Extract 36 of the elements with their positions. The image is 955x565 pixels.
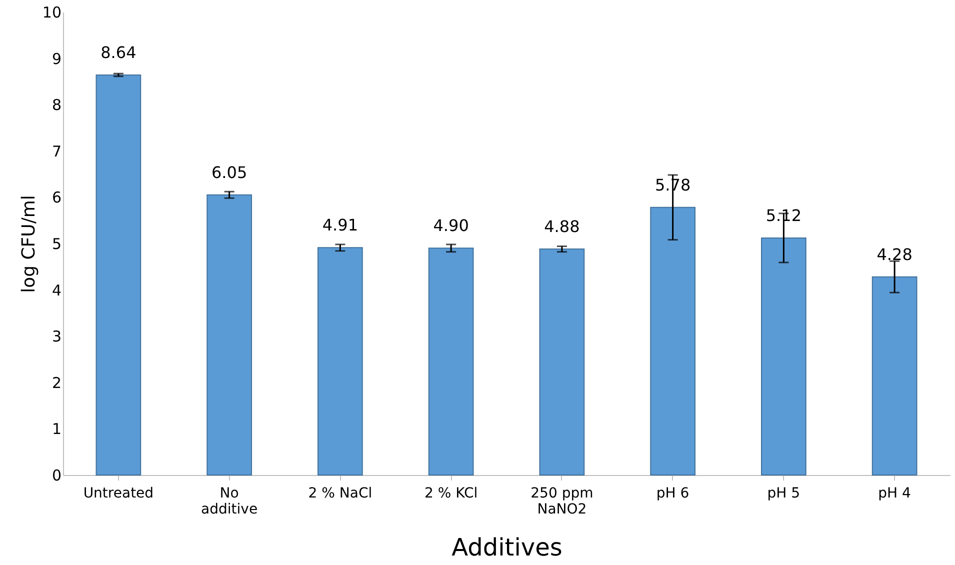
y-tick-label: 2	[52, 374, 62, 392]
y-tick-label: 10	[42, 4, 62, 22]
y-tick-label: 8	[52, 96, 62, 114]
bar	[650, 206, 696, 476]
y-tick-label: 1	[52, 420, 62, 438]
bar	[539, 248, 585, 476]
y-tick-label: 7	[52, 142, 62, 160]
y-tick-label: 5	[52, 235, 62, 253]
y-tick-label: 3	[52, 328, 62, 346]
data-label: 4.88	[544, 217, 580, 236]
x-tick-label: 250 ppm NaNO2	[530, 486, 594, 518]
bar	[318, 247, 363, 476]
bar	[872, 276, 918, 476]
x-tick-label: pH 5	[767, 486, 800, 502]
x-axis-title: Additives	[452, 534, 562, 562]
y-tick-label: 4	[52, 281, 62, 300]
x-tick-label: No additive	[201, 486, 258, 518]
data-label: 4.90	[433, 216, 469, 236]
bar	[206, 194, 252, 476]
data-label: 5.12	[766, 206, 802, 225]
y-tick-label: 9	[52, 50, 62, 68]
x-tick-label: 2 % KCl	[424, 486, 478, 502]
bar	[96, 74, 142, 476]
x-tick-label: pH 6	[656, 486, 690, 502]
data-label: 4.91	[322, 216, 358, 235]
y-tick-label: 0	[52, 466, 62, 484]
bar	[428, 248, 474, 476]
bar	[761, 237, 806, 476]
data-label: 8.64	[100, 42, 136, 62]
y-axis-title: log CFU/ml	[18, 195, 40, 293]
x-tick-label: pH 4	[878, 486, 912, 502]
data-label: 4.28	[876, 244, 912, 264]
x-tick-label: Untreated	[83, 486, 154, 502]
x-tick-label: 2 % NaCl	[308, 486, 372, 502]
y-tick-label: 6	[52, 188, 62, 207]
data-label: 6.05	[212, 162, 248, 182]
